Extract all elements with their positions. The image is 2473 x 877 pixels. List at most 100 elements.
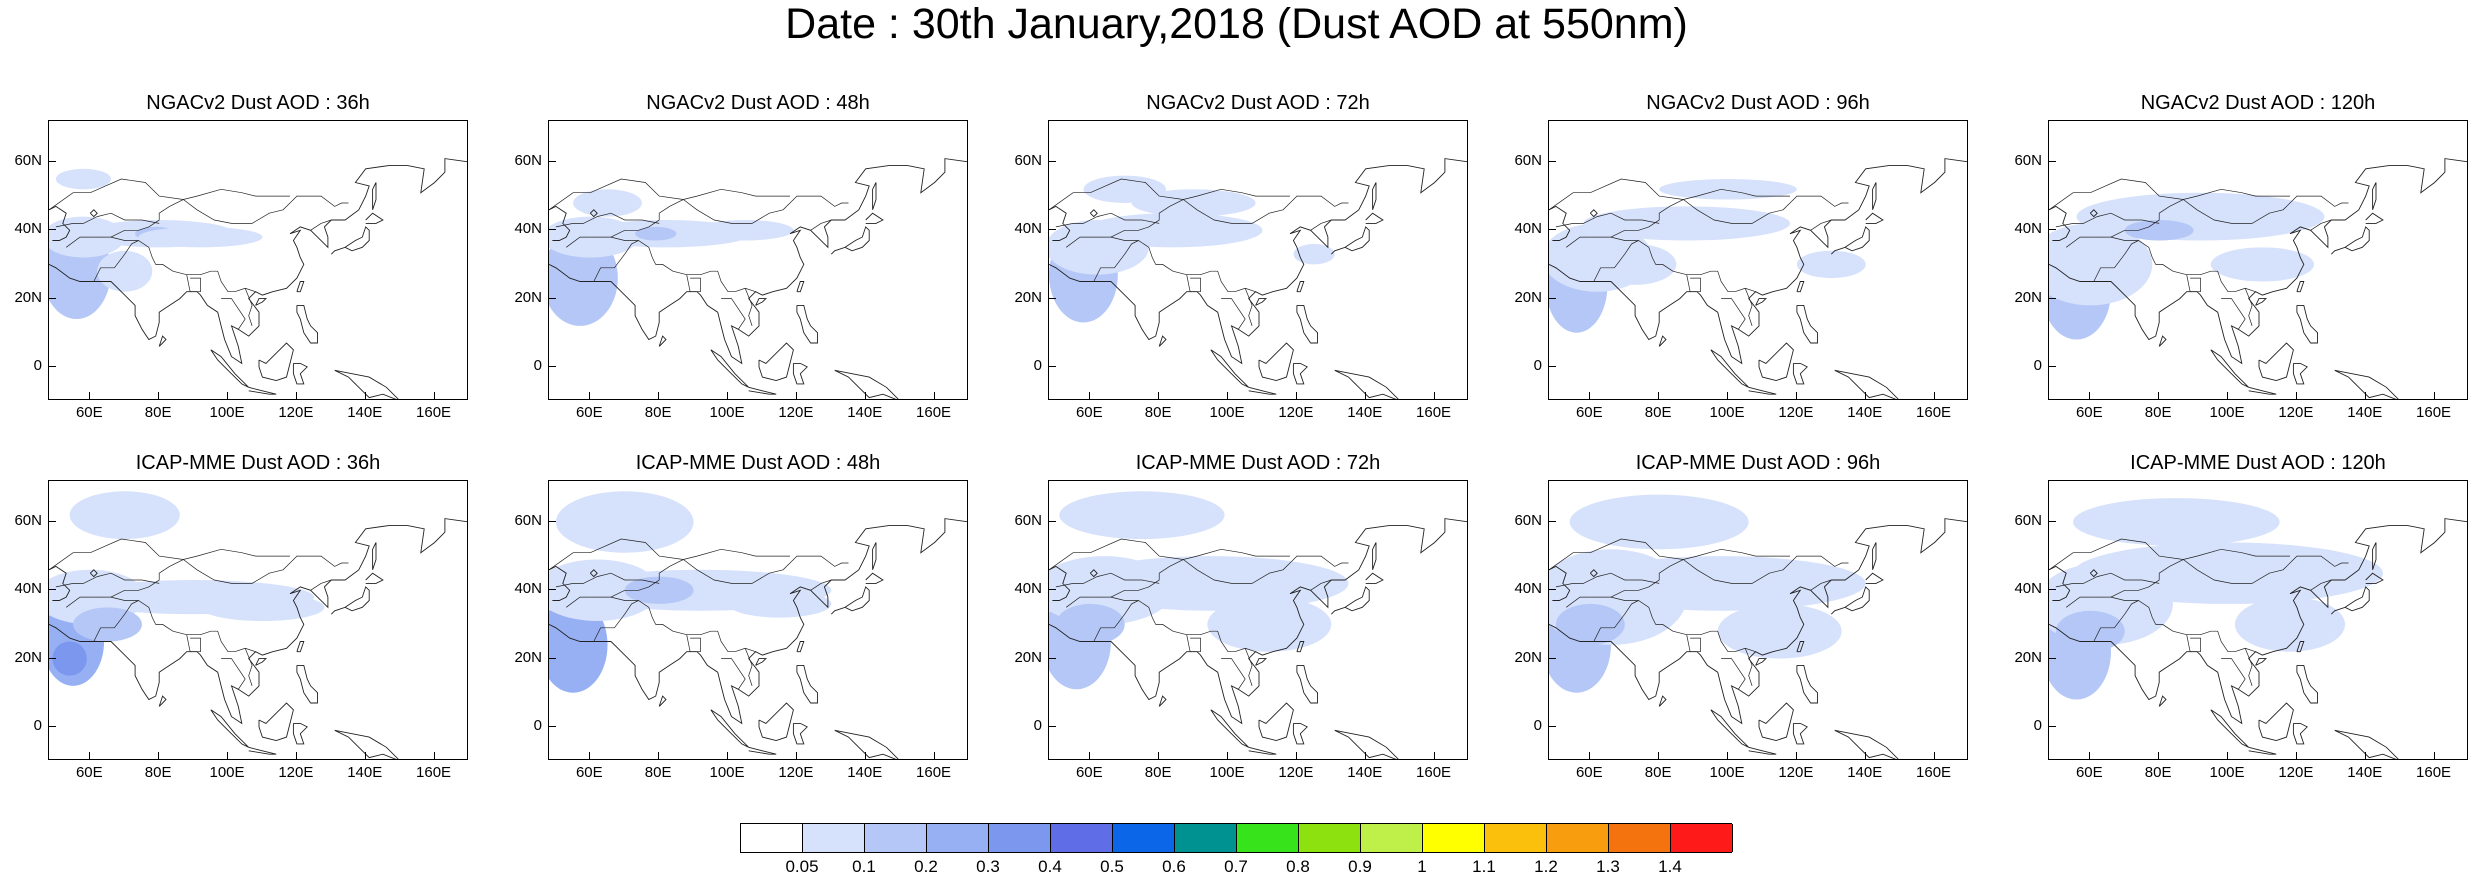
lon-tick [1158,752,1160,760]
lon-label: 100E [1209,764,1245,781]
coastline [2049,205,2071,241]
country-border [744,288,753,327]
lon-tick [795,392,797,400]
coastline [830,226,870,255]
country-border [186,634,201,653]
coastline [296,304,318,344]
lat-tick [2048,229,2056,231]
lon-tick [295,752,297,760]
lon-label: 60E [75,404,103,421]
lon-tick [1727,752,1729,760]
lon-tick [933,752,935,760]
lon-tick [589,392,591,400]
colorbar-label: 0.1 [852,857,876,876]
map-canvas [49,158,467,399]
country-border [1221,298,1246,330]
coastline [365,572,384,584]
lon-tick [1658,392,1660,400]
lon-label: 80E [1644,404,1672,421]
country-border [590,596,756,653]
country-border [2110,555,2349,598]
lon-tick [933,392,935,400]
lat-tick [1048,520,1056,522]
coastline [796,641,805,653]
dust-aod-region [1131,189,1256,217]
coastline [1865,572,1884,584]
country-border [65,596,91,608]
country-border [2090,236,2256,293]
panel-title: NGACv2 Dust AOD : 36h [146,92,370,114]
country-border [1593,600,1639,642]
coastline [1710,349,1750,388]
coastline [2049,565,2071,601]
country-border [1310,219,1332,231]
coastline [589,209,598,218]
coastline [1549,518,1967,725]
lat-tick [1548,520,1556,522]
coastline [1796,304,1818,344]
lon-tick [1589,752,1591,760]
colorbar-label: 0.7 [1224,857,1248,876]
country-border [1093,600,1139,642]
map-panel: NGACv2 Dust AOD : 96h 60N 40N 20N 0 60E 80E 100… [1514,92,1968,421]
coastline [1755,658,1768,666]
dust-aod-region [555,491,694,553]
coastline [1089,569,1098,578]
colorbar-swatch [1423,824,1485,852]
colorbar-label: 0.05 [785,857,819,876]
lon-label: 80E [2144,404,2172,421]
colorbar-swatch [1361,824,1423,852]
lon-tick [727,392,729,400]
lon-label: 60E [1575,404,1603,421]
dust-aod-region [97,250,153,292]
lon-label: 140E [1347,404,1383,421]
country-border [721,298,746,330]
dust-aod-region [1569,494,1749,550]
lon-label: 60E [75,764,103,781]
dust-aod-region [1073,556,1349,611]
lon-label: 140E [847,404,883,421]
lat-tick [1548,365,1556,367]
coastline [296,664,318,704]
dust-aod-region [1055,603,1125,645]
lat-tick [1548,229,1556,231]
coastline [248,746,277,755]
lat-label: 20N [1014,648,1042,666]
country-border [1065,596,1091,608]
country-border [2310,219,2332,231]
lon-label: 140E [2347,404,2383,421]
lon-label: 80E [1144,764,1172,781]
lat-tick [548,160,556,162]
dust-aod-region [2234,597,2346,652]
lon-label: 120E [1778,764,1814,781]
colorbar [740,823,1733,853]
country-border [110,195,349,238]
panel-title: ICAP-MME Dust AOD : 96h [1635,452,1881,474]
coastline [2258,342,2294,381]
coastline [255,298,268,306]
coastline [2365,212,2384,224]
coastline [2210,709,2250,748]
country-border [593,240,639,282]
colorbar-label: 1 [1417,857,1427,876]
lat-label: 20N [514,288,542,306]
country-border [810,219,832,231]
map-plot-area [2048,480,2468,760]
coastline [296,281,305,293]
coastline [1830,226,1870,255]
lon-label: 60E [2075,764,2103,781]
country-border [1744,288,1753,327]
lon-tick [433,392,435,400]
map-plot-area [548,480,968,760]
coastline [1549,158,1967,365]
lat-label: 40N [1014,580,1042,598]
dust-aod-region [1583,206,1790,241]
lon-tick [2433,752,2435,760]
coastline [830,586,870,615]
coastline [1865,212,1884,224]
lon-tick [1864,752,1866,760]
map-plot-area [48,480,468,760]
country-border [2244,648,2253,687]
coastline [2049,158,2467,365]
lon-tick [2295,392,2297,400]
